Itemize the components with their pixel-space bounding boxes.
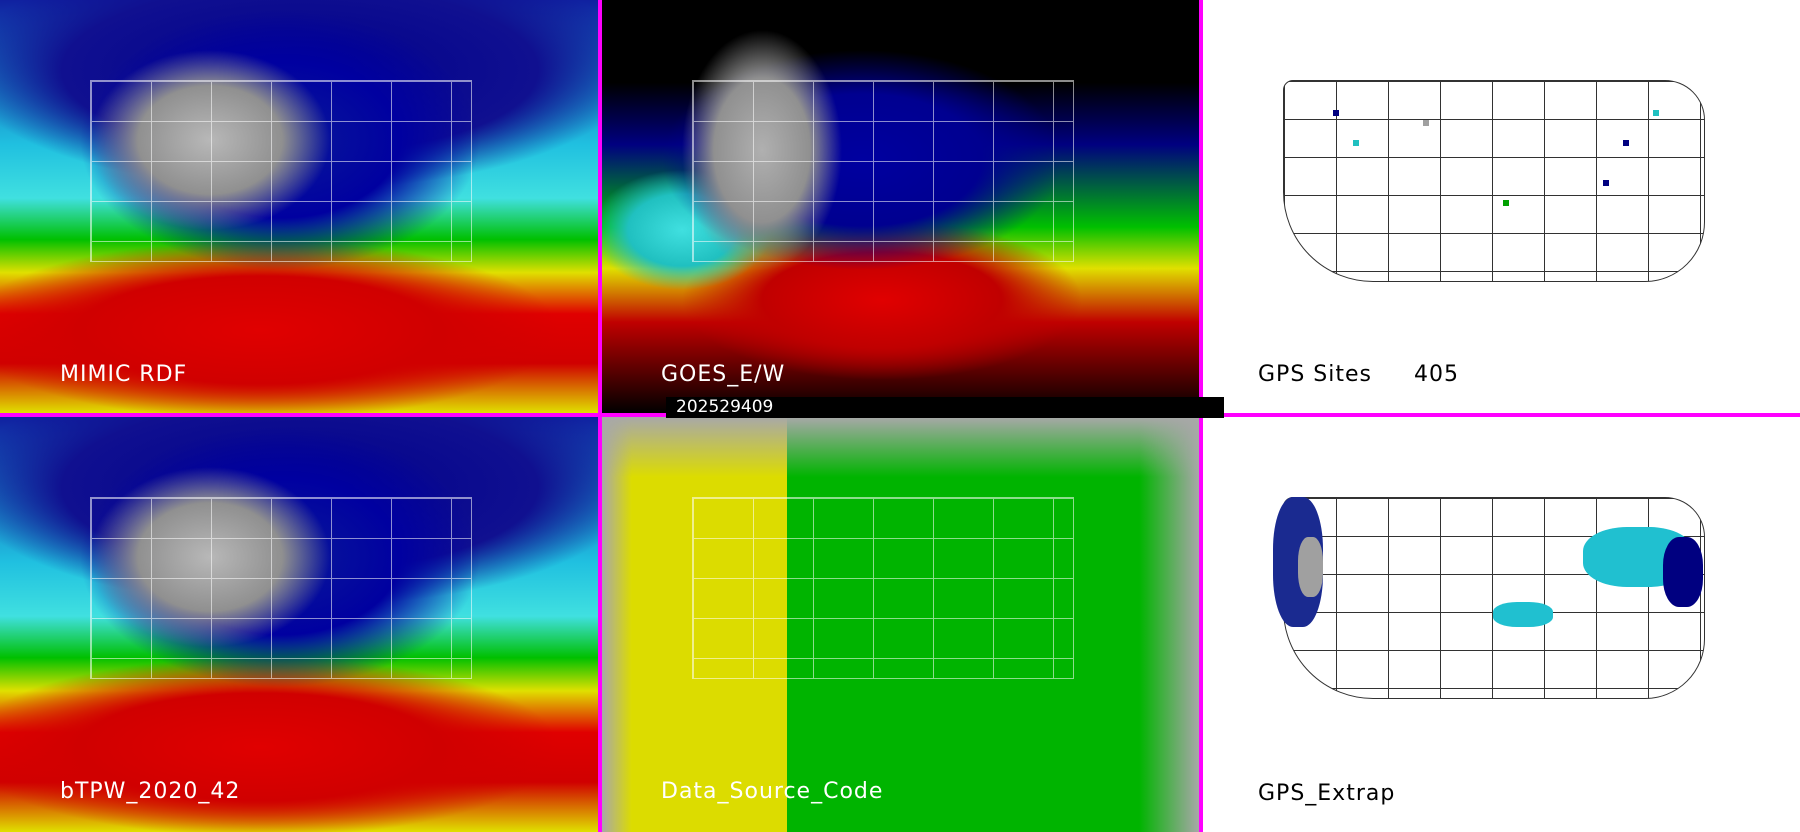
panel-label: bTPW_2020_42 xyxy=(60,779,241,804)
gps-data-marker xyxy=(1333,110,1339,116)
panel-label: GPS Sites xyxy=(1258,362,1372,387)
gps-data-marker xyxy=(1623,140,1629,146)
goes-panel: GOES_E/W xyxy=(602,0,1199,413)
panel-label: GOES_E/W xyxy=(661,362,786,387)
timestamp-bar: 202529409 xyxy=(666,397,1224,418)
site-count: 405 xyxy=(1414,362,1459,387)
state-boundaries xyxy=(90,497,472,679)
panel-label: GPS_Extrap xyxy=(1258,781,1396,806)
gps-data-marker xyxy=(1353,140,1359,146)
state-boundaries xyxy=(692,80,1074,262)
btpw-panel: bTPW_2020_42 xyxy=(0,417,598,832)
state-boundaries xyxy=(1283,80,1705,282)
panel-label: Data_Source_Code xyxy=(661,779,884,804)
gps-data-marker xyxy=(1298,537,1323,597)
gps-data-marker xyxy=(1423,120,1429,126)
gps-data-marker xyxy=(1663,537,1703,607)
state-boundaries xyxy=(692,497,1074,679)
gps-data-marker xyxy=(1493,602,1553,627)
panel-label: MIMIC RDF xyxy=(60,362,188,387)
data-source-code-panel: Data_Source_Code xyxy=(602,417,1199,832)
gps-extrap-panel: GPS_Extrap xyxy=(1203,417,1800,832)
gps-data-marker xyxy=(1653,110,1659,116)
gps-data-marker xyxy=(1603,180,1609,186)
gps-sites-panel: GPS Sites 405 xyxy=(1203,0,1800,413)
state-boundaries xyxy=(90,80,472,262)
gps-data-marker xyxy=(1503,200,1509,206)
mimic-rdf-panel: MIMIC RDF xyxy=(0,0,598,413)
